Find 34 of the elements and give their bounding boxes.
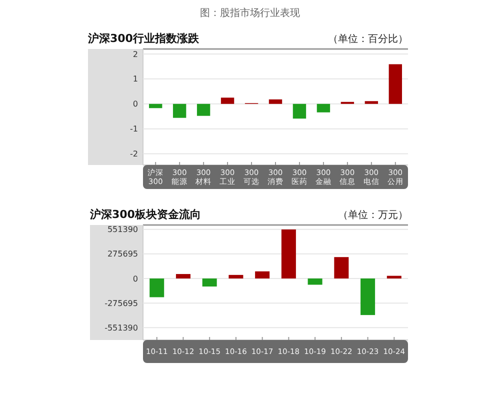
- bar: [386, 276, 402, 278]
- y-tick-label: -1: [130, 124, 138, 134]
- y-tick-label: 551390: [107, 225, 138, 234]
- bar: [202, 278, 217, 287]
- bar: [228, 274, 244, 278]
- bar: [308, 278, 322, 285]
- bar: [281, 229, 296, 278]
- bar: [176, 274, 190, 278]
- bar: [334, 257, 349, 278]
- y-tick-label: 2: [132, 50, 138, 59]
- chart-title: 沪深300板块资金流向: [89, 208, 201, 221]
- bar: [150, 278, 164, 298]
- bar: [388, 64, 402, 104]
- y-tick-label: 275695: [107, 250, 138, 259]
- bar: [292, 104, 306, 119]
- bar: [268, 99, 282, 104]
- bar: [360, 278, 376, 316]
- bar: [364, 101, 378, 104]
- bar: [220, 98, 234, 104]
- y-tick-label: -2: [130, 150, 138, 159]
- bar: [196, 104, 210, 116]
- y-tick-label: -551390: [104, 323, 138, 332]
- y-tick-label: 1: [132, 74, 138, 84]
- y-tick-label: -275695: [104, 298, 138, 308]
- y-tick-label: 0: [132, 100, 138, 109]
- bar: [172, 104, 186, 118]
- bar: [316, 104, 330, 112]
- y-tick-label: 0: [132, 274, 138, 284]
- y-axis-title: （单位：百分比）: [328, 33, 408, 45]
- text: 图：股指市场行业表现: [200, 7, 300, 19]
- bar: [255, 271, 270, 278]
- chart-title: 沪深300行业指数涨跌: [87, 32, 200, 45]
- y-axis-title: （单位：万元）: [338, 209, 408, 221]
- bar: [148, 104, 162, 108]
